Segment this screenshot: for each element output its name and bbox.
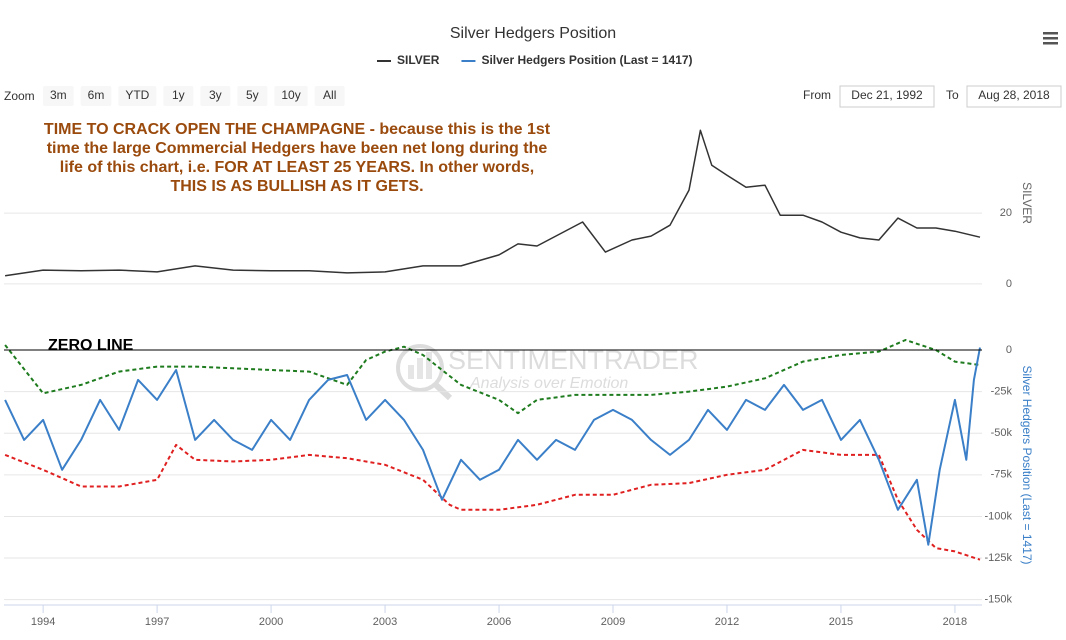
y-tick-label: 20	[1000, 207, 1012, 219]
x-tick-label: 2000	[259, 616, 283, 628]
envelope-line	[4, 443, 981, 561]
from-label: From	[803, 88, 831, 102]
legend-label: SILVER	[397, 53, 440, 67]
menu-bar	[1043, 42, 1058, 45]
zoom-button[interactable]	[200, 86, 231, 106]
to-input[interactable]	[966, 85, 1062, 108]
menu-bar	[1043, 37, 1058, 40]
zoom-button[interactable]	[118, 86, 157, 106]
zoom-label: Zoom	[4, 89, 35, 103]
series-line	[4, 129, 981, 277]
y-tick-label: 0	[1006, 278, 1012, 290]
from-input[interactable]	[839, 85, 935, 108]
zoom-button-label[interactable]: All	[323, 88, 336, 102]
y-axis-title: Silver Hedgers Position (Last = 1417)	[1020, 365, 1034, 564]
from-date[interactable]: Dec 21, 1992	[851, 88, 923, 102]
legend-label: Silver Hedgers Position (Last = 1417)	[481, 53, 692, 67]
zoom-button-label[interactable]: 10y	[281, 88, 300, 102]
x-tick-label: 2009	[601, 616, 625, 628]
zoom-button-label[interactable]: 3m	[50, 88, 67, 102]
x-tick-label: 2006	[487, 616, 511, 628]
annotation: THIS IS AS BULLISH AS IT GETS.	[170, 178, 423, 195]
zoom-button[interactable]	[163, 86, 194, 106]
zoom-button-label[interactable]: 3y	[209, 88, 222, 102]
annotation: ZERO LINE	[48, 337, 134, 354]
watermark-logo	[396, 344, 444, 392]
zoom-button-label[interactable]: YTD	[125, 88, 149, 102]
y-tick-label: -150k	[984, 594, 1012, 606]
zoom-button[interactable]	[80, 86, 112, 106]
y-tick-label: 0	[1006, 344, 1012, 356]
x-tick-label: 2003	[373, 616, 397, 628]
watermark-bar	[408, 365, 414, 379]
envelope-line	[4, 339, 981, 415]
x-tick-label: 2015	[829, 616, 853, 628]
x-tick-label: 1994	[31, 616, 55, 628]
y-axis-title: SILVER	[1020, 182, 1034, 224]
zoom-button[interactable]	[274, 86, 308, 106]
y-tick-label: -125k	[984, 552, 1012, 564]
annotation: life of this chart, i.e. FOR AT LEAST 25…	[60, 159, 534, 176]
series-line	[4, 347, 981, 546]
to-label: To	[946, 88, 959, 102]
y-tick-label: -25k	[991, 386, 1013, 398]
zoom-button-label[interactable]: 1y	[172, 88, 185, 102]
zoom-button[interactable]	[314, 86, 345, 106]
y-tick-label: -75k	[991, 469, 1013, 481]
zoom-button-label[interactable]: 6m	[88, 88, 105, 102]
y-tick-label: -50k	[991, 427, 1013, 439]
annotation: TIME TO CRACK OPEN THE CHAMPAGNE - becau…	[44, 121, 551, 138]
x-tick-label: 2012	[715, 616, 739, 628]
zoom-button-label[interactable]: 5y	[246, 88, 259, 102]
zoom-button[interactable]	[43, 86, 74, 106]
watermark-tagline: Analysis over Emotion	[469, 375, 628, 392]
y-tick-label: -100k	[984, 510, 1012, 522]
x-tick-label: 1997	[145, 616, 169, 628]
menu-bar	[1043, 32, 1058, 35]
annotation: time the large Commercial Hedgers have b…	[47, 140, 548, 157]
zoom-button[interactable]	[237, 86, 268, 106]
to-date[interactable]: Aug 28, 2018	[978, 88, 1050, 102]
watermark-bar	[426, 352, 432, 379]
x-tick-label: 2018	[943, 616, 967, 628]
chart-title: Silver Hedgers Position	[450, 25, 616, 42]
watermark-bar	[417, 358, 423, 379]
menu-button[interactable]	[1040, 27, 1060, 49]
